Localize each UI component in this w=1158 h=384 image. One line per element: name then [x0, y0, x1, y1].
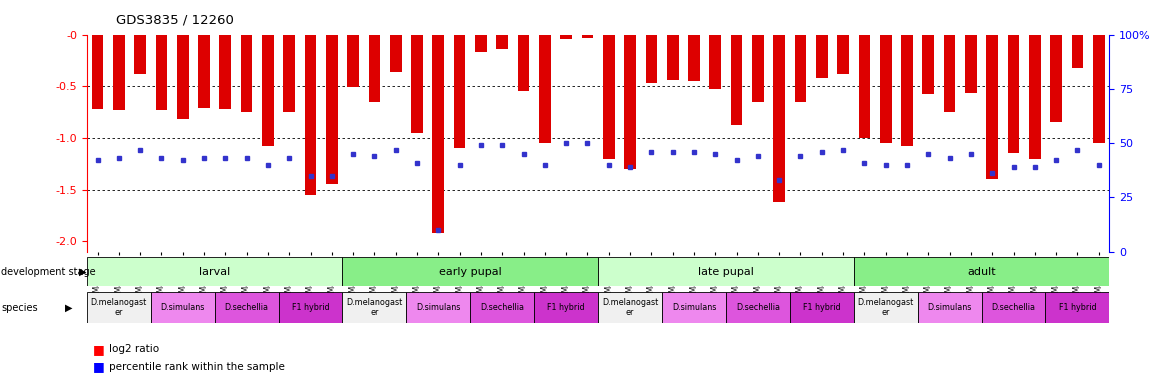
Bar: [262, 35, 273, 146]
Bar: [853, 257, 1109, 286]
Bar: [944, 35, 955, 112]
Bar: [794, 35, 806, 102]
Text: F1 hybrid: F1 hybrid: [292, 303, 329, 312]
Bar: [688, 35, 699, 81]
Bar: [1046, 292, 1109, 323]
Bar: [624, 35, 636, 169]
Bar: [816, 35, 828, 78]
Bar: [603, 35, 615, 159]
Bar: [411, 35, 423, 133]
Bar: [901, 35, 913, 146]
Text: percentile rank within the sample: percentile rank within the sample: [109, 362, 285, 372]
Text: F1 hybrid: F1 hybrid: [1058, 303, 1097, 312]
Bar: [598, 292, 662, 323]
Bar: [1093, 35, 1105, 143]
Bar: [1050, 35, 1062, 122]
Text: ■: ■: [93, 360, 104, 373]
Bar: [1007, 35, 1019, 153]
Bar: [113, 35, 125, 110]
Bar: [214, 292, 279, 323]
Bar: [325, 35, 338, 184]
Text: F1 hybrid: F1 hybrid: [802, 303, 841, 312]
Bar: [368, 35, 380, 102]
Bar: [134, 35, 146, 74]
Text: ■: ■: [93, 343, 104, 356]
Text: D.sechellia: D.sechellia: [225, 303, 269, 312]
Bar: [198, 35, 210, 108]
Bar: [390, 35, 402, 72]
Bar: [91, 35, 103, 109]
Bar: [241, 35, 252, 112]
Bar: [220, 35, 232, 109]
Bar: [432, 35, 445, 233]
Bar: [475, 35, 486, 52]
Bar: [645, 35, 658, 83]
Bar: [598, 257, 853, 286]
Bar: [837, 35, 849, 74]
Bar: [662, 292, 726, 323]
Bar: [731, 35, 742, 126]
Text: D.simulans: D.simulans: [161, 303, 205, 312]
Text: early pupal: early pupal: [439, 266, 501, 277]
Text: ▶: ▶: [65, 303, 72, 313]
Text: F1 hybrid: F1 hybrid: [548, 303, 585, 312]
Bar: [853, 292, 917, 323]
Text: D.sechellia: D.sechellia: [991, 303, 1035, 312]
Text: D.melanogast
er: D.melanogast er: [90, 298, 147, 317]
Text: D.simulans: D.simulans: [928, 303, 972, 312]
Bar: [752, 35, 764, 102]
Bar: [155, 35, 167, 110]
Text: larval: larval: [199, 266, 230, 277]
Bar: [1029, 35, 1041, 159]
Bar: [538, 35, 551, 143]
Bar: [534, 292, 598, 323]
Bar: [1071, 35, 1083, 68]
Bar: [279, 292, 343, 323]
Text: adult: adult: [967, 266, 996, 277]
Bar: [284, 35, 295, 112]
Bar: [518, 35, 529, 91]
Text: D.melanogast
er: D.melanogast er: [858, 298, 914, 317]
Text: D.simulans: D.simulans: [672, 303, 716, 312]
Bar: [774, 35, 785, 202]
Bar: [710, 35, 721, 89]
Bar: [982, 292, 1046, 323]
Bar: [305, 35, 316, 195]
Bar: [343, 292, 406, 323]
Bar: [151, 292, 214, 323]
Bar: [667, 35, 679, 80]
Bar: [987, 35, 998, 179]
Bar: [581, 35, 593, 38]
Bar: [347, 35, 359, 87]
Bar: [880, 35, 892, 143]
Text: ▶: ▶: [79, 266, 86, 277]
Text: D.melanogast
er: D.melanogast er: [346, 298, 403, 317]
Bar: [87, 257, 343, 286]
Bar: [790, 292, 853, 323]
Text: D.melanogast
er: D.melanogast er: [602, 298, 658, 317]
Bar: [923, 35, 935, 94]
Text: D.sechellia: D.sechellia: [481, 303, 525, 312]
Text: late pupal: late pupal: [698, 266, 754, 277]
Bar: [917, 292, 982, 323]
Text: D.sechellia: D.sechellia: [735, 303, 779, 312]
Bar: [87, 292, 151, 323]
Text: D.simulans: D.simulans: [416, 303, 461, 312]
Bar: [454, 35, 466, 148]
Text: GDS3835 / 12260: GDS3835 / 12260: [116, 13, 234, 26]
Bar: [560, 35, 572, 39]
Bar: [406, 292, 470, 323]
Bar: [965, 35, 976, 93]
Text: development stage: development stage: [1, 266, 96, 277]
Bar: [177, 35, 189, 119]
Bar: [726, 292, 790, 323]
Bar: [470, 292, 534, 323]
Bar: [343, 257, 598, 286]
Text: log2 ratio: log2 ratio: [109, 344, 159, 354]
Text: species: species: [1, 303, 38, 313]
Bar: [858, 35, 871, 138]
Bar: [497, 35, 508, 49]
